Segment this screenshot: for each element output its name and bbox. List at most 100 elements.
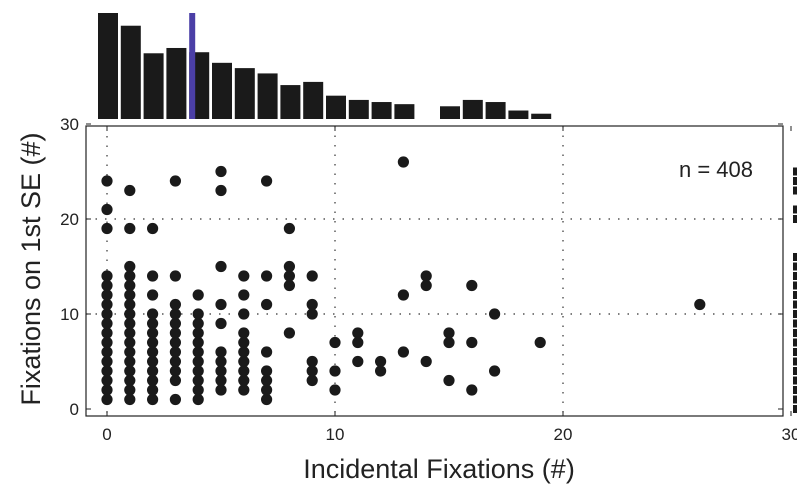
histogram-bar — [98, 13, 118, 119]
data-point — [124, 184, 136, 197]
data-point — [169, 365, 181, 377]
data-point — [192, 336, 204, 349]
data-point — [124, 355, 136, 368]
data-point — [101, 175, 113, 187]
data-point — [101, 355, 113, 368]
data-point — [215, 165, 227, 178]
data-point — [147, 346, 159, 358]
data-point — [147, 289, 159, 301]
data-point — [489, 365, 501, 377]
data-point — [261, 384, 273, 396]
histogram-bar — [143, 53, 164, 119]
data-point — [101, 317, 113, 330]
y-tick-label: 30 — [60, 115, 79, 134]
data-point — [238, 365, 250, 377]
histogram-bar — [166, 47, 187, 120]
scatter-points — [101, 156, 706, 406]
data-point — [101, 289, 113, 301]
data-point — [101, 346, 113, 358]
histogram-bar — [257, 73, 278, 119]
data-point — [169, 308, 181, 320]
histogram-bar — [303, 81, 324, 119]
right-histogram-bar — [793, 405, 797, 413]
data-point — [375, 355, 387, 368]
data-point — [466, 336, 478, 349]
data-point — [329, 365, 341, 377]
data-point — [124, 270, 136, 282]
data-point — [147, 317, 159, 330]
data-point — [169, 336, 181, 349]
data-point — [283, 327, 295, 339]
data-point — [238, 346, 250, 358]
data-point — [283, 270, 295, 282]
data-point — [215, 365, 227, 377]
data-point — [124, 393, 136, 406]
data-point — [147, 355, 159, 368]
right-histogram — [793, 167, 797, 413]
data-point — [215, 355, 227, 368]
data-point — [420, 279, 432, 292]
histogram-bar — [212, 62, 232, 119]
data-point — [192, 393, 204, 406]
data-point — [124, 308, 136, 320]
data-point — [101, 384, 113, 396]
right-histogram-bar — [793, 376, 797, 385]
data-point — [397, 346, 409, 358]
data-point — [215, 184, 227, 197]
data-point — [215, 384, 227, 396]
right-histogram-bar — [793, 186, 797, 195]
data-point — [147, 393, 159, 406]
top-histogram — [98, 13, 552, 120]
histogram-bar — [531, 113, 552, 119]
data-point — [101, 203, 113, 216]
y-tick-label: 10 — [60, 305, 79, 324]
right-histogram-bar — [793, 291, 797, 299]
data-point — [238, 355, 250, 368]
data-point — [101, 374, 113, 387]
data-point — [283, 279, 295, 292]
data-point — [169, 175, 181, 187]
y-tick-label: 0 — [70, 400, 79, 419]
data-point — [238, 336, 250, 349]
data-point — [169, 374, 181, 387]
data-point — [101, 279, 113, 292]
data-point — [192, 346, 204, 358]
right-histogram-bar — [793, 177, 797, 185]
data-point — [306, 308, 318, 320]
data-point — [147, 222, 159, 235]
data-point — [215, 317, 227, 330]
data-point — [124, 222, 136, 235]
data-point — [420, 355, 432, 368]
data-point — [215, 298, 227, 311]
histogram-bar — [234, 68, 255, 119]
y-axis-label: Fixations on 1st SE (#) — [16, 132, 46, 405]
data-point — [352, 327, 364, 339]
right-histogram-bar — [793, 357, 797, 366]
data-point — [169, 270, 181, 282]
data-point — [124, 346, 136, 358]
data-point — [215, 260, 227, 273]
x-tick-label: 0 — [102, 425, 111, 444]
right-histogram-bar — [793, 310, 797, 318]
data-point — [443, 327, 455, 339]
data-point — [147, 365, 159, 377]
data-point — [375, 365, 387, 377]
data-point — [329, 336, 341, 349]
right-histogram-bar — [793, 167, 797, 176]
data-point — [261, 175, 273, 187]
data-point — [124, 374, 136, 387]
data-point — [169, 355, 181, 368]
histogram-bar — [326, 95, 346, 119]
x-tick-label: 10 — [326, 425, 345, 444]
data-point — [238, 289, 250, 301]
data-point — [124, 336, 136, 349]
data-point — [101, 365, 113, 377]
data-point — [261, 365, 273, 377]
data-point — [215, 346, 227, 358]
data-point — [147, 336, 159, 349]
right-histogram-bar — [793, 262, 797, 271]
data-point — [101, 308, 113, 320]
data-point — [261, 270, 273, 282]
data-point — [238, 327, 250, 339]
data-point — [261, 346, 273, 358]
